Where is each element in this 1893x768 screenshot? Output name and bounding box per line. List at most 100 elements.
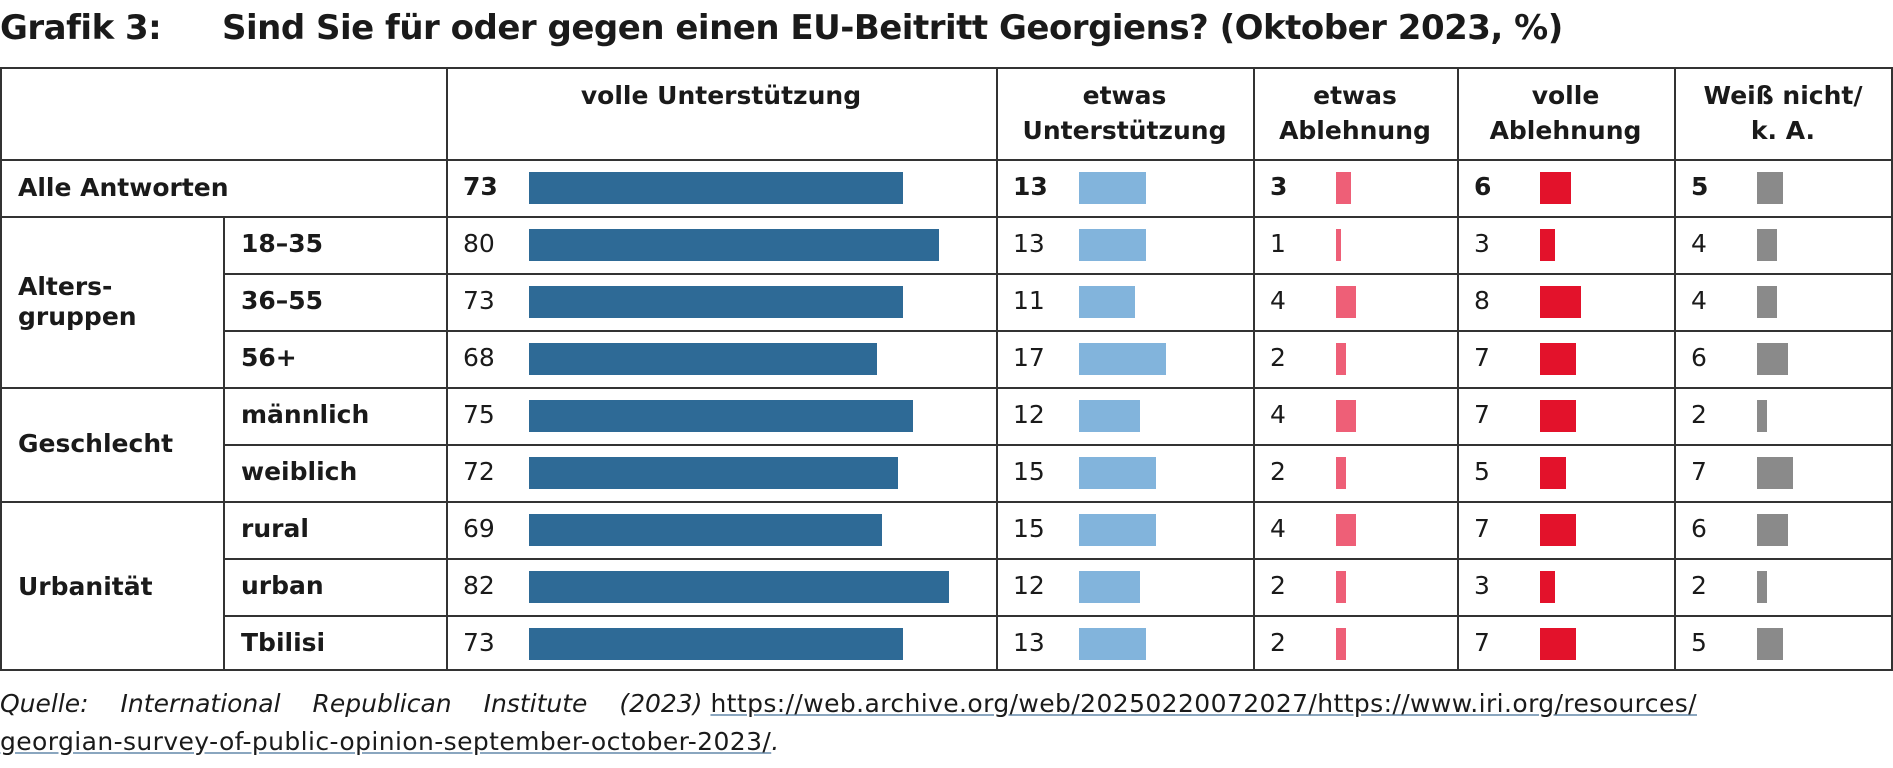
bar [1540, 457, 1566, 489]
bar [529, 229, 939, 261]
row-divider [223, 444, 1893, 446]
value-label: 4 [1270, 514, 1286, 543]
column-divider [996, 67, 998, 671]
source-link-line1[interactable]: https://web.archive.org/web/202502200720… [710, 689, 1697, 718]
value-label: 3 [1474, 571, 1490, 600]
row-divider [223, 558, 1893, 560]
value-label: 80 [463, 229, 495, 258]
value-label: 15 [1013, 457, 1045, 486]
value-label: 7 [1691, 457, 1707, 486]
bar [1336, 172, 1352, 204]
value-label: 6 [1691, 343, 1707, 372]
bar [1079, 286, 1136, 318]
row-sub-label: 56+ [241, 343, 297, 372]
column-divider [446, 67, 448, 671]
value-label: 7 [1474, 628, 1490, 657]
value-label: 13 [1013, 172, 1048, 201]
table-border-right [1891, 67, 1893, 671]
value-label: 5 [1474, 457, 1490, 486]
data-table: volle Unterstützung etwas Unterstützung et… [0, 67, 1893, 671]
value-label: 7 [1474, 514, 1490, 543]
bar [1079, 628, 1146, 660]
sublabel-divider [223, 216, 225, 671]
row-group-label: Alle Antworten [18, 172, 229, 202]
bar [1540, 286, 1581, 318]
column-header: Weiß nicht/ k. A. [1703, 81, 1863, 145]
bar [1079, 229, 1146, 261]
group-divider [0, 387, 1893, 389]
column-header: etwas Unterstützung [1022, 81, 1227, 145]
value-label: 11 [1013, 286, 1045, 315]
bar [1757, 628, 1783, 660]
table-border-top [0, 67, 1893, 69]
bar [529, 514, 883, 546]
value-label: 2 [1270, 343, 1286, 372]
bar [529, 286, 903, 318]
group-divider [0, 216, 1893, 218]
value-label: 73 [463, 172, 498, 201]
value-label: 7 [1474, 400, 1490, 429]
bar [529, 343, 878, 375]
value-label: 6 [1474, 172, 1492, 201]
table-border-left [0, 67, 2, 671]
row-divider [223, 615, 1893, 617]
bar [1336, 400, 1357, 432]
value-label: 68 [463, 343, 495, 372]
bar [1540, 400, 1576, 432]
source-note: Quelle: International Republican Institu… [0, 685, 1893, 761]
bar [1336, 571, 1347, 603]
bar [1336, 286, 1357, 318]
column-header: volle Ablehnung [1489, 81, 1642, 145]
value-label: 73 [463, 286, 495, 315]
bar [1540, 229, 1556, 261]
bar [1757, 457, 1793, 489]
value-label: 12 [1013, 571, 1045, 600]
bar [1079, 457, 1156, 489]
value-label: 3 [1474, 229, 1490, 258]
value-label: 75 [463, 400, 495, 429]
column-divider [1253, 67, 1255, 671]
bar [1540, 343, 1576, 375]
bar [1757, 400, 1768, 432]
value-label: 4 [1270, 286, 1286, 315]
row-divider [223, 330, 1893, 332]
value-label: 5 [1691, 628, 1707, 657]
value-label: 2 [1270, 457, 1286, 486]
value-label: 72 [463, 457, 495, 486]
row-group-label: Urbanität [18, 571, 153, 601]
bar [1079, 571, 1141, 603]
value-label: 2 [1270, 628, 1286, 657]
value-label: 17 [1013, 343, 1045, 372]
row-sub-label: rural [241, 514, 309, 543]
value-label: 7 [1474, 343, 1490, 372]
value-label: 6 [1691, 514, 1707, 543]
row-group-label: Alters- gruppen [18, 271, 137, 331]
bar [1540, 628, 1576, 660]
source-link-line2[interactable]: georgian-survey-of-public-opinion-septem… [0, 727, 772, 756]
column-header: etwas Ablehnung [1279, 81, 1431, 145]
value-label: 5 [1691, 172, 1709, 201]
bar [1079, 514, 1156, 546]
row-sub-label: Tbilisi [241, 628, 326, 657]
bar [1079, 343, 1167, 375]
group-divider [0, 501, 1893, 503]
bar [1079, 172, 1146, 204]
bar [1079, 400, 1141, 432]
source-prefix: Quelle: International Republican Institu… [0, 689, 703, 718]
value-label: 2 [1270, 571, 1286, 600]
bar [1757, 343, 1788, 375]
bar [1336, 457, 1347, 489]
bar [1540, 514, 1576, 546]
value-label: 73 [463, 628, 495, 657]
bar [1757, 229, 1778, 261]
value-label: 1 [1270, 229, 1286, 258]
row-sub-label: 18–35 [241, 229, 324, 258]
value-label: 2 [1691, 400, 1707, 429]
bar [1540, 172, 1571, 204]
value-label: 12 [1013, 400, 1045, 429]
bar [1336, 514, 1357, 546]
row-divider [223, 273, 1893, 275]
column-divider [1674, 67, 1676, 671]
bar [1757, 571, 1768, 603]
figure-title: Sind Sie für oder gegen einen EU-Beitrit… [222, 8, 1563, 48]
